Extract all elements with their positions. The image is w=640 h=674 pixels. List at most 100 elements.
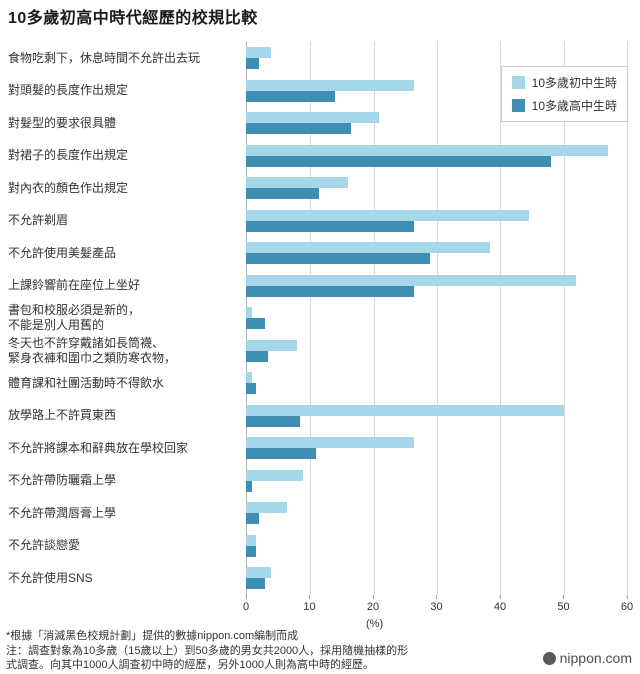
category-label: 對頭髮的長度作出規定 — [8, 83, 129, 98]
chart-rows: 食物吃剩下，休息時間不允許出去玩 對頭髮的長度作出規定 對髮型的要求很具體對裙子的長… — [0, 42, 640, 595]
chart-row: 對髮型的要求很具體 — [0, 107, 640, 140]
category-label: 不允許帶防曬霜上學 — [8, 473, 117, 488]
x-tick-label: 0 — [242, 601, 250, 613]
bar-senior-high — [246, 480, 253, 492]
bar-pair — [246, 567, 627, 590]
bar-pair — [246, 47, 627, 70]
chart-row: 對裙子的長度作出規定 — [0, 140, 640, 173]
category-label: 食物吃剩下，休息時間不允許出去玩 — [8, 50, 201, 65]
x-tick: 0 — [243, 595, 249, 613]
chart-row: 不允許帶防曬霜上學 — [0, 465, 640, 498]
x-tick: 30 — [430, 595, 443, 613]
x-tick: 40 — [494, 595, 506, 613]
category-label: 體育課和社團活動時不得飲水 — [8, 375, 165, 390]
category-label: 不允許使用美髮產品 — [8, 245, 117, 260]
bar-pair — [246, 404, 627, 427]
footnote-line: *根據「消滅黑色校規計劃」提供的數據nippon.com編制而成 — [6, 630, 299, 642]
bar-junior-high — [246, 177, 348, 189]
category-label: 不允許將課本和辭典放在學校回家 — [8, 440, 189, 455]
bar-senior-high — [246, 383, 256, 395]
bar-senior-high — [246, 318, 266, 330]
bar-senior-high — [246, 448, 316, 460]
x-tick-mark — [309, 595, 310, 599]
bar-junior-high — [246, 339, 297, 351]
gridline — [500, 42, 502, 595]
category-label: 對內衣的顏色作出規定 — [8, 180, 129, 195]
chart-row: 不允許使用美髮產品 — [0, 237, 640, 270]
bar-pair — [246, 144, 627, 167]
legend-item-senior: 10多歲高中生時 — [511, 97, 617, 114]
bar-senior-high — [246, 123, 351, 135]
bar-pair — [246, 372, 627, 395]
category-label: 上課鈴響前在座位上坐好 — [8, 278, 141, 293]
x-tick-mark — [436, 595, 437, 599]
bar-junior-high — [246, 404, 564, 416]
gridline — [310, 42, 312, 595]
x-tick-label: 60 — [620, 601, 634, 613]
legend-swatch-senior-icon — [511, 99, 525, 112]
x-tick-label: 50 — [557, 601, 570, 613]
category-label: 不允許談戀愛 — [8, 538, 81, 553]
bar-junior-high — [246, 307, 253, 319]
category-label: 不允許使用SNS — [8, 570, 93, 585]
bar-senior-high — [246, 285, 415, 297]
footnote-line: 式調查。向其中1000人調查初中時的經歷，另外1000人則為高中時的經歷。 — [6, 659, 374, 672]
chart-row: 不允許使用SNS — [0, 562, 640, 595]
x-tick-label: 10 — [303, 601, 316, 613]
nippon-logo-text: nippon.com — [559, 650, 632, 666]
chart-row: 不允許將課本和辭典放在學校回家 — [0, 432, 640, 465]
chart-title: 10多歲初高中時代經歷的校規比較 — [8, 10, 258, 27]
chart-row: 不允許剃眉 — [0, 205, 640, 238]
bar-senior-high — [246, 545, 256, 557]
nippon-logo: nippon.com — [542, 650, 632, 666]
bar-senior-high — [246, 58, 259, 70]
bar-junior-high — [246, 242, 491, 254]
bar-pair — [246, 177, 627, 200]
nippon-logo-circle-icon — [542, 651, 556, 665]
bar-pair — [246, 112, 627, 135]
category-label: 放學路上不許買東西 — [8, 408, 117, 423]
chart-row: 放學路上不許買東西 — [0, 400, 640, 433]
x-tick-mark — [499, 595, 501, 599]
bar-junior-high — [246, 469, 304, 481]
category-label: 對髮型的要求很具體 — [8, 115, 117, 130]
chart-row: 上課鈴響前在座位上坐好 — [0, 270, 640, 303]
bar-pair — [246, 79, 627, 102]
x-axis-unit: (%) — [366, 618, 384, 630]
bar-junior-high — [246, 79, 415, 91]
bar-pair — [246, 274, 627, 297]
bar-pair — [246, 307, 627, 330]
x-axis: 0 10 20 30 40 50 60 — [243, 595, 633, 621]
bar-junior-high — [246, 144, 608, 156]
x-tick-label: 40 — [493, 601, 507, 613]
x-tick: 50 — [557, 595, 570, 613]
gridline — [373, 42, 375, 595]
category-label: 不允許剃眉 — [8, 213, 69, 228]
bar-senior-high — [246, 513, 259, 525]
category-label: 冬天也不許穿戴諸如長筒襪、 緊身衣褲和圍巾之類防寒衣物， — [8, 335, 177, 365]
bar-pair — [246, 242, 627, 265]
footnotes: *根據「消滅黑色校規計劃」提供的數據nippon.com編制而成注：調查對象為1… — [6, 629, 550, 673]
bar-senior-high — [246, 188, 320, 200]
bar-senior-high — [246, 253, 431, 265]
gridline — [563, 42, 565, 595]
x-tick: 20 — [367, 595, 379, 613]
chart-row: 食物吃剩下，休息時間不允許出去玩 — [0, 42, 640, 75]
x-tick-mark — [245, 595, 247, 599]
bar-senior-high — [246, 90, 335, 102]
bar-pair — [246, 339, 627, 362]
x-tick-mark — [563, 595, 564, 599]
x-tick-mark — [626, 595, 628, 599]
bar-junior-high — [246, 112, 380, 124]
bar-junior-high — [246, 372, 253, 384]
legend-item-junior: 10多歲初中生時 — [511, 74, 617, 91]
bar-junior-high — [246, 209, 529, 221]
chart-row: 冬天也不許穿戴諸如長筒襪、 緊身衣褲和圍巾之類防寒衣物， — [0, 335, 640, 368]
footnote-line: 注：調查對象為10多歲（15歲以上）到50多歲的男女共2000人，採用隨機抽樣的… — [6, 644, 409, 657]
bar-senior-high — [246, 350, 269, 362]
bar-senior-high — [246, 220, 415, 232]
chart-row: 對內衣的顏色作出規定 — [0, 172, 640, 205]
chart-row: 書包和校服必須是新的， 不能是別人用舊的 — [0, 302, 640, 335]
chart-row: 對頭髮的長度作出規定 — [0, 75, 640, 108]
